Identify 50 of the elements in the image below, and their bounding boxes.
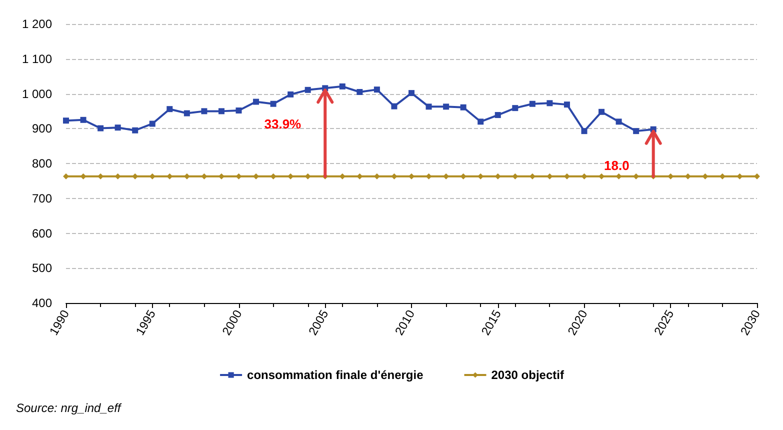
point <box>478 118 484 125</box>
legend-label: consommation finale d'énergie <box>247 368 424 382</box>
point <box>633 128 640 134</box>
point <box>754 173 760 180</box>
point <box>564 102 570 108</box>
point <box>236 107 242 114</box>
point <box>374 86 380 93</box>
point <box>529 100 536 107</box>
point <box>408 173 414 180</box>
point <box>63 173 69 180</box>
point <box>288 91 294 98</box>
y-tick-label: 800 <box>32 156 52 170</box>
point <box>616 118 622 125</box>
point <box>426 104 432 110</box>
y-tick-label: 1 000 <box>22 86 52 101</box>
point <box>218 108 224 114</box>
point <box>494 112 501 118</box>
point <box>391 103 398 110</box>
y-tick-label: 500 <box>32 261 52 276</box>
point <box>98 125 104 132</box>
y-tick-label: 700 <box>32 191 52 206</box>
source-note: Source: nrg_ind_eff <box>16 401 122 415</box>
y-tick-label: 600 <box>32 226 52 240</box>
point <box>149 120 156 127</box>
point <box>581 128 588 134</box>
y-tick-label: 1 200 <box>22 17 52 31</box>
point <box>63 118 69 124</box>
point <box>270 100 276 107</box>
point <box>339 83 346 90</box>
point <box>184 110 190 116</box>
point <box>201 108 208 114</box>
annotation: 18.0 <box>604 158 630 173</box>
point <box>443 104 450 110</box>
point <box>166 106 173 112</box>
point <box>253 98 260 105</box>
point <box>460 104 466 110</box>
point <box>512 105 518 112</box>
point <box>304 86 311 93</box>
point <box>598 108 605 115</box>
annotation: 33.9% <box>264 116 302 132</box>
point <box>546 100 553 106</box>
point <box>132 127 138 134</box>
point <box>356 89 363 96</box>
point <box>80 116 86 123</box>
point <box>114 124 121 131</box>
y-tick-label: 1 100 <box>22 52 52 66</box>
y-tick-label: 400 <box>32 296 52 310</box>
y-tick-label: 900 <box>32 122 52 136</box>
point <box>408 90 414 96</box>
legend-label: 2030 objectif <box>491 368 565 382</box>
